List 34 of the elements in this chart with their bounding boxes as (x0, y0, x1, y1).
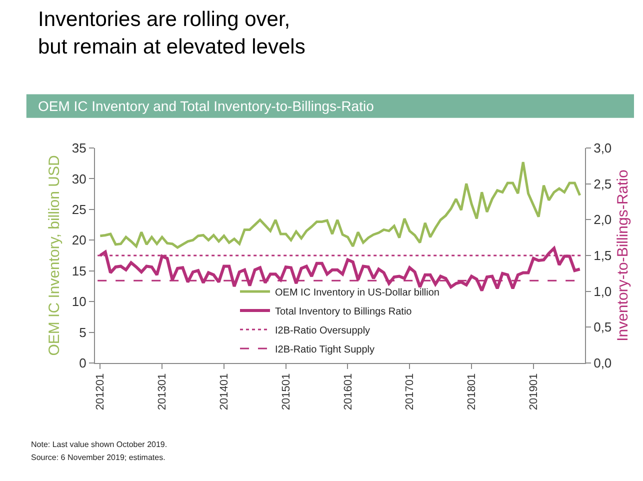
y-tick-label: 5 (79, 324, 86, 340)
x-tick-label: 201301 (156, 373, 169, 410)
y2-tick-label: 0,5 (594, 320, 612, 335)
y2-tick-label: 1,0 (594, 284, 612, 299)
y2-tick-label: 1,5 (594, 248, 612, 264)
chart-subtitle: OEM IC Inventory and Total Inventory-to-Billings-Ratio (38, 98, 374, 114)
x-tick-label: 201601 (342, 373, 354, 410)
y-axis-title: OEM IC Inventory, billion USD (46, 155, 64, 356)
source-note: Source: 6 November 2019; estimates. (31, 453, 166, 462)
y-tick-label: 35 (72, 140, 86, 156)
legend-label: I2B-Ratio Tight Supply (275, 344, 374, 356)
y-tick-label: 25 (72, 202, 86, 217)
y-tick-label: 15 (72, 263, 86, 278)
y-tick-label: 30 (72, 171, 86, 186)
y2-tick-label: 3,0 (594, 140, 612, 156)
text: Note: Last value shown October 2019. (31, 440, 168, 449)
x-tick-label: 201201 (94, 373, 107, 410)
legend-label: OEM IC Inventory in US-Dollar billion (275, 287, 440, 298)
chart-title: Inventories are rolling over, but remain at elevated levels (38, 8, 306, 58)
x-tick-label: 201901 (528, 373, 540, 410)
y-tick-label: 0 (79, 356, 86, 371)
x-tick-label: 201401 (218, 373, 231, 410)
y2-tick-label: 0,0 (594, 356, 612, 371)
y2-axis-title: Inventory-to-Billings-Ratio (614, 170, 632, 342)
x-tick-label: 201801 (466, 373, 478, 410)
y-tick-label: 20 (72, 232, 86, 248)
x-tick-label: 201701 (404, 373, 416, 410)
y2-tick-label: 2,0 (594, 212, 612, 228)
legend-label: Total Inventory to Billings Ratio (275, 306, 412, 318)
line-series (98, 160, 582, 249)
y-tick-label: 10 (72, 294, 86, 310)
x-tick-label: 201501 (280, 373, 292, 410)
legend-label: I2B-Ratio Oversupply (275, 325, 370, 336)
y2-tick-label: 2,5 (594, 176, 612, 192)
